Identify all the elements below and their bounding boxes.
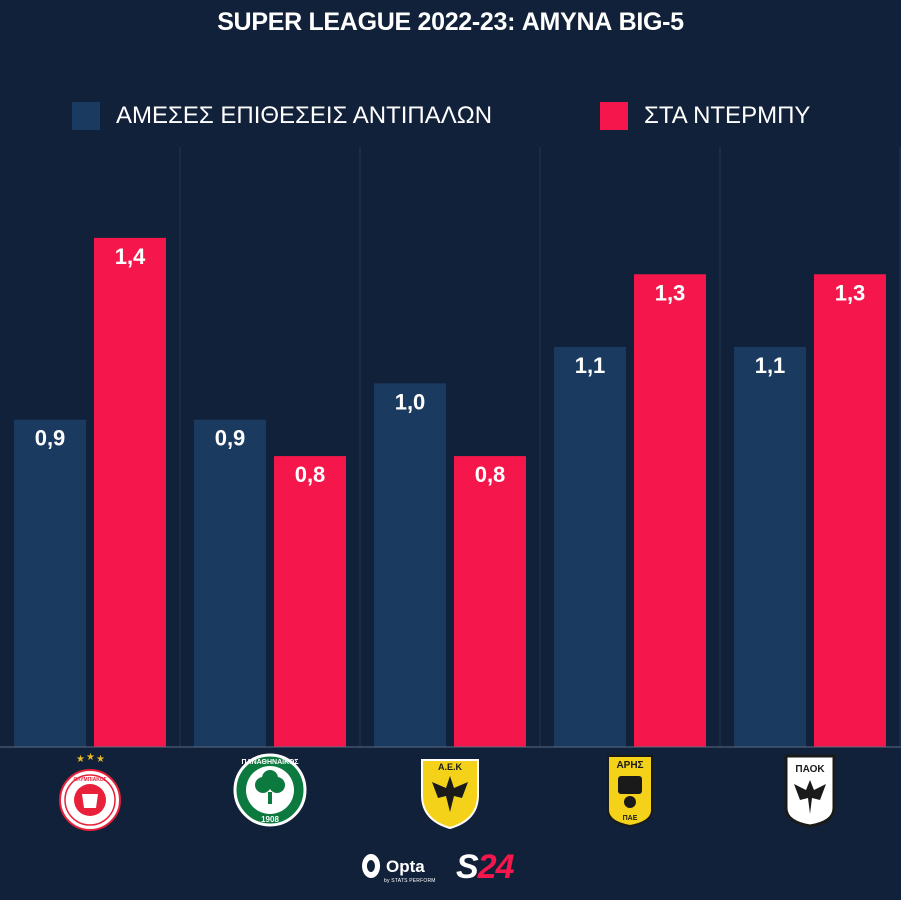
logo-aris-sub: ΠΑΕ bbox=[623, 815, 638, 822]
bar-derby-2 bbox=[454, 456, 526, 747]
s24-logo: S24 bbox=[456, 848, 515, 887]
logo-paok: ΠΑΟΚ bbox=[784, 754, 836, 828]
logo-olympiacos: ΟΛΥΜΠΙΑΚΟΣ ★ ★ ★ bbox=[59, 752, 121, 831]
legend: ΑΜΕΣΕΣ ΕΠΙΘΕΣΕΙΣ ΑΝΤΙΠΑΛΩΝ ΣΤΑ ΝΤΕΡΜΠΥ bbox=[0, 102, 901, 136]
opta-icon bbox=[362, 854, 381, 878]
group-dividers bbox=[179, 147, 901, 747]
logo-panathinaikos: ΠΑΝΑΘΗΝΑΪΚΟΣ 1908 bbox=[233, 753, 307, 827]
chart-title: SUPER LEAGUE 2022-23: ΑΜΥΝΑ BIG-5 bbox=[217, 8, 684, 36]
s24-number: 24 bbox=[477, 848, 515, 886]
svg-text:★: ★ bbox=[96, 754, 105, 765]
data-label-derby-4: 1,3 bbox=[835, 280, 866, 305]
legend-label-derby: ΣΤΑ ΝΤΕΡΜΠΥ bbox=[644, 102, 811, 129]
logo-aris: ΑΡΗΣ ΠΑΕ bbox=[607, 755, 653, 828]
logo-aek-text: Α.Ε.Κ bbox=[438, 762, 463, 772]
bar-direct-4 bbox=[734, 347, 806, 747]
bar-chart: 0,9 1,4 0,9 0,8 1,0 0,8 1,1 1,3 1,1 1,3 ΟΛΥΜΠΙΑΚΟ… bbox=[0, 147, 901, 831]
bar-direct-3 bbox=[554, 347, 626, 747]
data-label-derby-1: 0,8 bbox=[295, 462, 326, 487]
legend-item-direct: ΑΜΕΣΕΣ ΕΠΙΘΕΣΕΙΣ ΑΝΤΙΠΑΛΩΝ bbox=[72, 102, 492, 130]
data-label-derby-2: 0,8 bbox=[475, 462, 506, 487]
bar-derby-4 bbox=[814, 274, 886, 747]
logo-aek: Α.Ε.Κ bbox=[421, 759, 479, 830]
logo-panathinaikos-text: ΠΑΝΑΘΗΝΑΪΚΟΣ bbox=[242, 758, 299, 766]
opta-logo: Opta by STATS PERFORM bbox=[360, 852, 435, 884]
bar-direct-0 bbox=[14, 419, 86, 747]
data-label-direct-0: 0,9 bbox=[35, 426, 66, 451]
data-label-direct-4: 1,1 bbox=[755, 353, 786, 378]
data-label-direct-3: 1,1 bbox=[575, 353, 606, 378]
legend-label-direct: ΑΜΕΣΕΣ ΕΠΙΘΕΣΕΙΣ ΑΝΤΙΠΑΛΩΝ bbox=[116, 102, 493, 129]
opta-label: Opta bbox=[386, 857, 425, 876]
svg-text:★: ★ bbox=[86, 752, 95, 763]
svg-text:★: ★ bbox=[76, 754, 85, 765]
data-label-derby-0: 1,4 bbox=[115, 244, 146, 269]
logo-paok-text: ΠΑΟΚ bbox=[795, 764, 825, 775]
bar-derby-1 bbox=[274, 456, 346, 747]
logo-aris-text: ΑΡΗΣ bbox=[616, 760, 643, 771]
footer: Opta by STATS PERFORM S24 bbox=[0, 848, 901, 888]
bar-derby-0 bbox=[94, 237, 166, 747]
legend-swatch-direct bbox=[72, 102, 100, 130]
logo-panathinaikos-year: 1908 bbox=[261, 815, 279, 824]
legend-swatch-derby bbox=[600, 102, 628, 130]
s24-s: S bbox=[456, 848, 479, 886]
bar-direct-1 bbox=[194, 419, 266, 747]
bar-direct-2 bbox=[374, 383, 446, 747]
bars-group bbox=[14, 237, 886, 747]
bar-derby-3 bbox=[634, 274, 706, 747]
data-label-direct-2: 1,0 bbox=[395, 389, 426, 414]
bar-labels-group: 0,9 1,4 0,9 0,8 1,0 0,8 1,1 1,3 1,1 1,3 bbox=[35, 244, 866, 487]
data-label-direct-1: 0,9 bbox=[215, 426, 246, 451]
legend-item-derby: ΣΤΑ ΝΤΕΡΜΠΥ bbox=[600, 102, 810, 130]
data-label-derby-3: 1,3 bbox=[655, 280, 686, 305]
opta-sub: by STATS PERFORM bbox=[384, 878, 436, 884]
logo-olympiacos-text: ΟΛΥΜΠΙΑΚΟΣ bbox=[73, 777, 106, 783]
